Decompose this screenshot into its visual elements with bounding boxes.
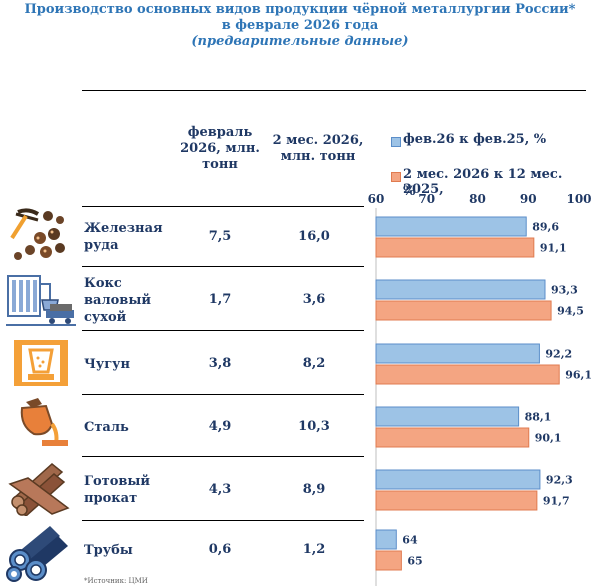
value-feb: 7,5	[208, 229, 232, 244]
data-label-series1: 92,3	[546, 474, 573, 487]
table-top-rule	[82, 206, 364, 207]
bar-series2	[375, 300, 552, 321]
bar-series1	[375, 469, 541, 490]
value-two-months: 8,9	[302, 482, 326, 497]
pipes-icon	[6, 526, 68, 582]
row-label: Железная руда	[84, 221, 163, 253]
legend-label-series2-line1: 2 мес. 2026 к 12 мес. 2025,	[403, 167, 563, 197]
rolled-metal-icon	[8, 463, 70, 516]
cast-iron-icon	[14, 340, 68, 386]
row-separator	[82, 330, 364, 331]
row-label: Сталь	[84, 419, 129, 435]
footnote: *Источник: ЦМИ	[84, 577, 148, 585]
chart-subtitle: в феврале 2026 года	[221, 18, 379, 33]
value-feb: 3,8	[208, 356, 232, 371]
chart-note: (предварительные данные)	[191, 34, 409, 49]
chart-title: Производство основных видов продукции чё…	[24, 2, 576, 17]
row-label: Готовый прокат	[84, 474, 151, 506]
value-feb: 4,3	[208, 482, 232, 497]
row-separator	[82, 266, 364, 267]
data-label-series2: 96,1	[565, 369, 592, 382]
mining-icon	[10, 208, 65, 260]
row-separator	[82, 456, 364, 457]
data-label-series1: 64	[402, 534, 418, 547]
bar-series2	[375, 490, 538, 511]
data-label-series1: 92,2	[545, 348, 572, 361]
value-two-months: 8,2	[302, 356, 326, 371]
bar-series2	[375, 364, 560, 385]
bar-series2	[375, 427, 530, 448]
data-label-series1: 93,3	[551, 284, 578, 297]
row-label: Трубы	[84, 542, 133, 558]
legend-label-series2-line2: %	[403, 184, 416, 199]
bar-series2	[375, 237, 535, 258]
row-separator	[82, 394, 364, 395]
bar-series1	[375, 279, 546, 300]
value-feb: 4,9	[208, 419, 232, 434]
bar-series1	[375, 406, 520, 427]
value-two-months: 16,0	[298, 229, 330, 244]
bar-series2	[375, 550, 402, 571]
data-label-series2: 65	[407, 555, 422, 568]
bar-series1	[375, 216, 527, 237]
x-tick-label: 60	[368, 192, 385, 206]
data-label-series2: 94,5	[557, 305, 584, 318]
value-two-months: 3,6	[302, 292, 326, 307]
column-header-two-months: 2 мес. 2026, млн. тонн	[272, 133, 364, 164]
value-two-months: 1,2	[302, 542, 326, 557]
data-label-series2: 90,1	[535, 432, 562, 445]
column-header-feb: февраль 2026, млн. тонн	[180, 125, 260, 172]
data-label-series2: 91,7	[543, 495, 570, 508]
header-rule	[82, 90, 586, 91]
legend-swatch-series2	[391, 172, 401, 182]
row-label: Чугун	[84, 356, 130, 372]
value-feb: 1,7	[208, 292, 232, 307]
row-label: Кокс валовый сухой	[84, 275, 151, 325]
legend-swatch-series1	[391, 137, 401, 147]
coke-plant-icon	[6, 275, 76, 326]
value-two-months: 10,3	[298, 419, 330, 434]
legend-label-series1: фев.26 к фев.25, %	[403, 132, 547, 147]
data-label-series2: 91,1	[540, 242, 567, 255]
steel-ladle-icon	[20, 398, 68, 446]
value-feb: 0,6	[208, 542, 232, 557]
bar-series1	[375, 343, 540, 364]
data-label-series1: 89,6	[532, 221, 559, 234]
row-separator	[82, 520, 364, 521]
bar-series1	[375, 529, 397, 550]
data-label-series1: 88,1	[525, 411, 552, 424]
